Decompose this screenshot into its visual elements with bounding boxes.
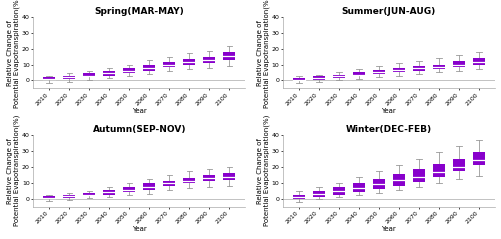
Bar	[312, 76, 324, 80]
Bar	[223, 173, 235, 180]
Bar	[63, 76, 75, 79]
Bar	[432, 163, 444, 177]
Bar	[63, 195, 75, 198]
Bar	[372, 179, 384, 189]
Bar	[392, 68, 404, 72]
Bar	[452, 159, 464, 171]
X-axis label: Year: Year	[381, 108, 395, 114]
Bar	[43, 77, 55, 81]
Bar	[312, 190, 324, 197]
Title: Summer(JUN-AUG): Summer(JUN-AUG)	[341, 7, 435, 16]
Bar	[412, 169, 424, 182]
Bar	[203, 175, 215, 181]
Bar	[83, 73, 95, 77]
Bar	[452, 61, 464, 67]
Bar	[352, 72, 364, 76]
Bar	[292, 195, 304, 199]
Bar	[223, 52, 235, 60]
Bar	[332, 187, 344, 195]
Bar	[83, 193, 95, 196]
Bar	[203, 57, 215, 63]
Bar	[472, 152, 484, 165]
Y-axis label: Relative Change of
Potential Evapotranspiration(%): Relative Change of Potential Evapotransp…	[256, 0, 270, 108]
Bar	[392, 174, 404, 186]
Title: Winter(DEC-FEB): Winter(DEC-FEB)	[345, 125, 431, 134]
Bar	[372, 70, 384, 74]
Title: Autumn(SEP-NOV): Autumn(SEP-NOV)	[92, 125, 186, 134]
Bar	[183, 178, 195, 183]
Bar	[352, 183, 364, 192]
Bar	[292, 78, 304, 81]
X-axis label: Year: Year	[132, 108, 146, 114]
Y-axis label: Relative Change of
Potential Evapotranspiration(%): Relative Change of Potential Evapotransp…	[7, 0, 21, 108]
Bar	[472, 58, 484, 65]
Bar	[432, 65, 444, 69]
Bar	[163, 181, 175, 186]
Bar	[123, 69, 135, 73]
Bar	[143, 65, 155, 71]
X-axis label: Year: Year	[132, 226, 146, 232]
Bar	[412, 66, 424, 71]
Bar	[143, 183, 155, 190]
Bar	[183, 59, 195, 65]
Title: Spring(MAR-MAY): Spring(MAR-MAY)	[94, 7, 184, 16]
Bar	[103, 71, 115, 76]
X-axis label: Year: Year	[381, 226, 395, 232]
Bar	[103, 190, 115, 195]
Bar	[332, 75, 344, 78]
Y-axis label: Relative Change of
Potential Evapotranspiration(%): Relative Change of Potential Evapotransp…	[256, 115, 270, 226]
Bar	[163, 62, 175, 67]
Bar	[123, 187, 135, 192]
Y-axis label: Relative Change of
Potential Evapotranspiration(%): Relative Change of Potential Evapotransp…	[7, 115, 21, 226]
Bar	[43, 196, 55, 199]
